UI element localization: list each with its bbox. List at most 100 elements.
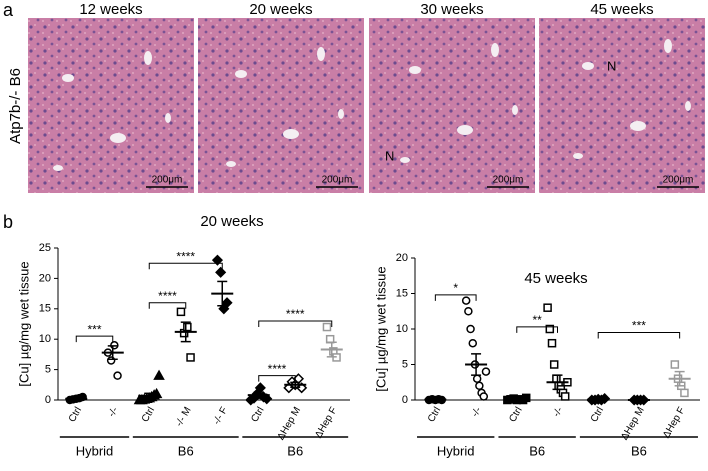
histology-image	[28, 18, 194, 193]
panel-label: b	[3, 212, 13, 232]
vessel	[144, 51, 152, 65]
significance-bracket	[75, 335, 114, 343]
data-point	[461, 296, 471, 305]
x-tick-label: Ctrl	[426, 405, 443, 424]
data-point	[680, 388, 689, 398]
significance-bracket	[258, 320, 333, 327]
data-point	[479, 392, 489, 401]
vessel	[226, 161, 236, 167]
vessel	[53, 165, 63, 171]
significance-bracket	[148, 302, 187, 309]
data-point	[547, 338, 557, 348]
significance-bracket	[258, 375, 296, 382]
y-tick-label: 20	[396, 252, 408, 264]
vessel	[235, 70, 247, 78]
data-point	[560, 392, 570, 401]
x-tick-label: -/-	[470, 405, 484, 419]
x-tick-label: Ctrl	[507, 405, 524, 424]
scale-label: 200μm	[152, 175, 183, 186]
y-tick-label: 5	[402, 358, 408, 370]
x-tick-label: -/- M	[174, 405, 194, 428]
data-point	[545, 324, 555, 334]
significance-label: *	[453, 281, 458, 295]
vessel	[457, 125, 473, 135]
data-point	[521, 393, 531, 403]
x-tick-label: -/-	[551, 405, 565, 419]
y-axis-label: [Cu] µg/mg wet tissue	[16, 261, 31, 386]
image-title: 45 weeks	[590, 1, 653, 18]
group-label: B6	[631, 443, 647, 458]
x-tick-label: Ctrl	[249, 405, 266, 424]
significance-label: ****	[268, 362, 287, 376]
significance-label: **	[532, 313, 542, 327]
chart-title: 45 weeks	[524, 270, 587, 287]
panel-label: a	[3, 0, 14, 20]
data-point	[261, 393, 273, 405]
data-point	[153, 369, 165, 380]
vessel	[573, 153, 583, 159]
data-point	[106, 356, 116, 365]
data-point	[552, 374, 561, 383]
y-axis-label: [Cu] µg/mg wet tissue	[373, 266, 388, 391]
vessel	[630, 121, 646, 131]
group-label: B6	[287, 443, 303, 458]
y-tick-label: 0	[45, 394, 51, 406]
significance-bracket	[597, 332, 681, 339]
data-point	[221, 297, 233, 309]
vessel	[165, 113, 171, 123]
histology-image	[369, 18, 535, 193]
vessel	[409, 66, 421, 74]
y-tick-label: 25	[39, 242, 51, 254]
significance-label: ***	[632, 319, 646, 333]
image-title: 12 weeks	[79, 1, 142, 18]
x-tick-label: Ctrl	[589, 405, 606, 424]
vessel	[338, 109, 344, 119]
data-point	[468, 338, 478, 348]
group-label: B6	[178, 443, 194, 458]
data-point	[475, 381, 484, 391]
group-label: Hybrid	[76, 443, 114, 458]
significance-bracket	[434, 294, 477, 301]
data-point	[113, 371, 122, 380]
data-point	[211, 254, 224, 266]
x-tick-label: -/-	[106, 405, 120, 419]
vessel	[110, 133, 126, 143]
significance-bracket	[148, 262, 223, 270]
data-point	[543, 303, 552, 312]
y-tick-label: 5	[45, 364, 51, 376]
vessel	[685, 101, 691, 111]
y-tick-label: 15	[39, 303, 51, 315]
row-label: Atp7b-/- B6	[7, 68, 24, 144]
x-tick-label: ΔHep F	[661, 405, 687, 440]
vessel	[664, 39, 672, 53]
vessel	[582, 62, 594, 70]
y-tick-label: 15	[396, 287, 408, 299]
x-tick-label: Ctrl	[67, 405, 84, 424]
data-point	[599, 393, 611, 405]
data-point	[464, 307, 473, 316]
annotation: N	[385, 148, 394, 163]
histology-image	[539, 18, 705, 193]
vessel	[317, 47, 325, 61]
annotation: N	[607, 58, 616, 73]
image-title: 30 weeks	[420, 1, 483, 18]
data-point	[466, 324, 475, 334]
x-tick-label: ΔHep F	[313, 405, 339, 440]
histology-image	[198, 18, 364, 193]
data-point	[472, 374, 482, 383]
significance-bracket	[516, 326, 558, 333]
data-point	[481, 367, 491, 376]
group-label: B6	[529, 443, 545, 458]
vessel	[512, 105, 518, 115]
data-point	[549, 360, 559, 369]
significance-label: ****	[176, 249, 195, 263]
data-point	[215, 266, 227, 278]
image-title: 20 weeks	[249, 1, 312, 18]
scale-label: 200μm	[493, 175, 524, 186]
data-point	[670, 360, 680, 369]
significance-label: ****	[158, 289, 177, 303]
x-tick-label: Ctrl	[140, 405, 157, 424]
scale-label: 200μm	[663, 175, 694, 186]
group-label: Hybrid	[437, 443, 475, 458]
